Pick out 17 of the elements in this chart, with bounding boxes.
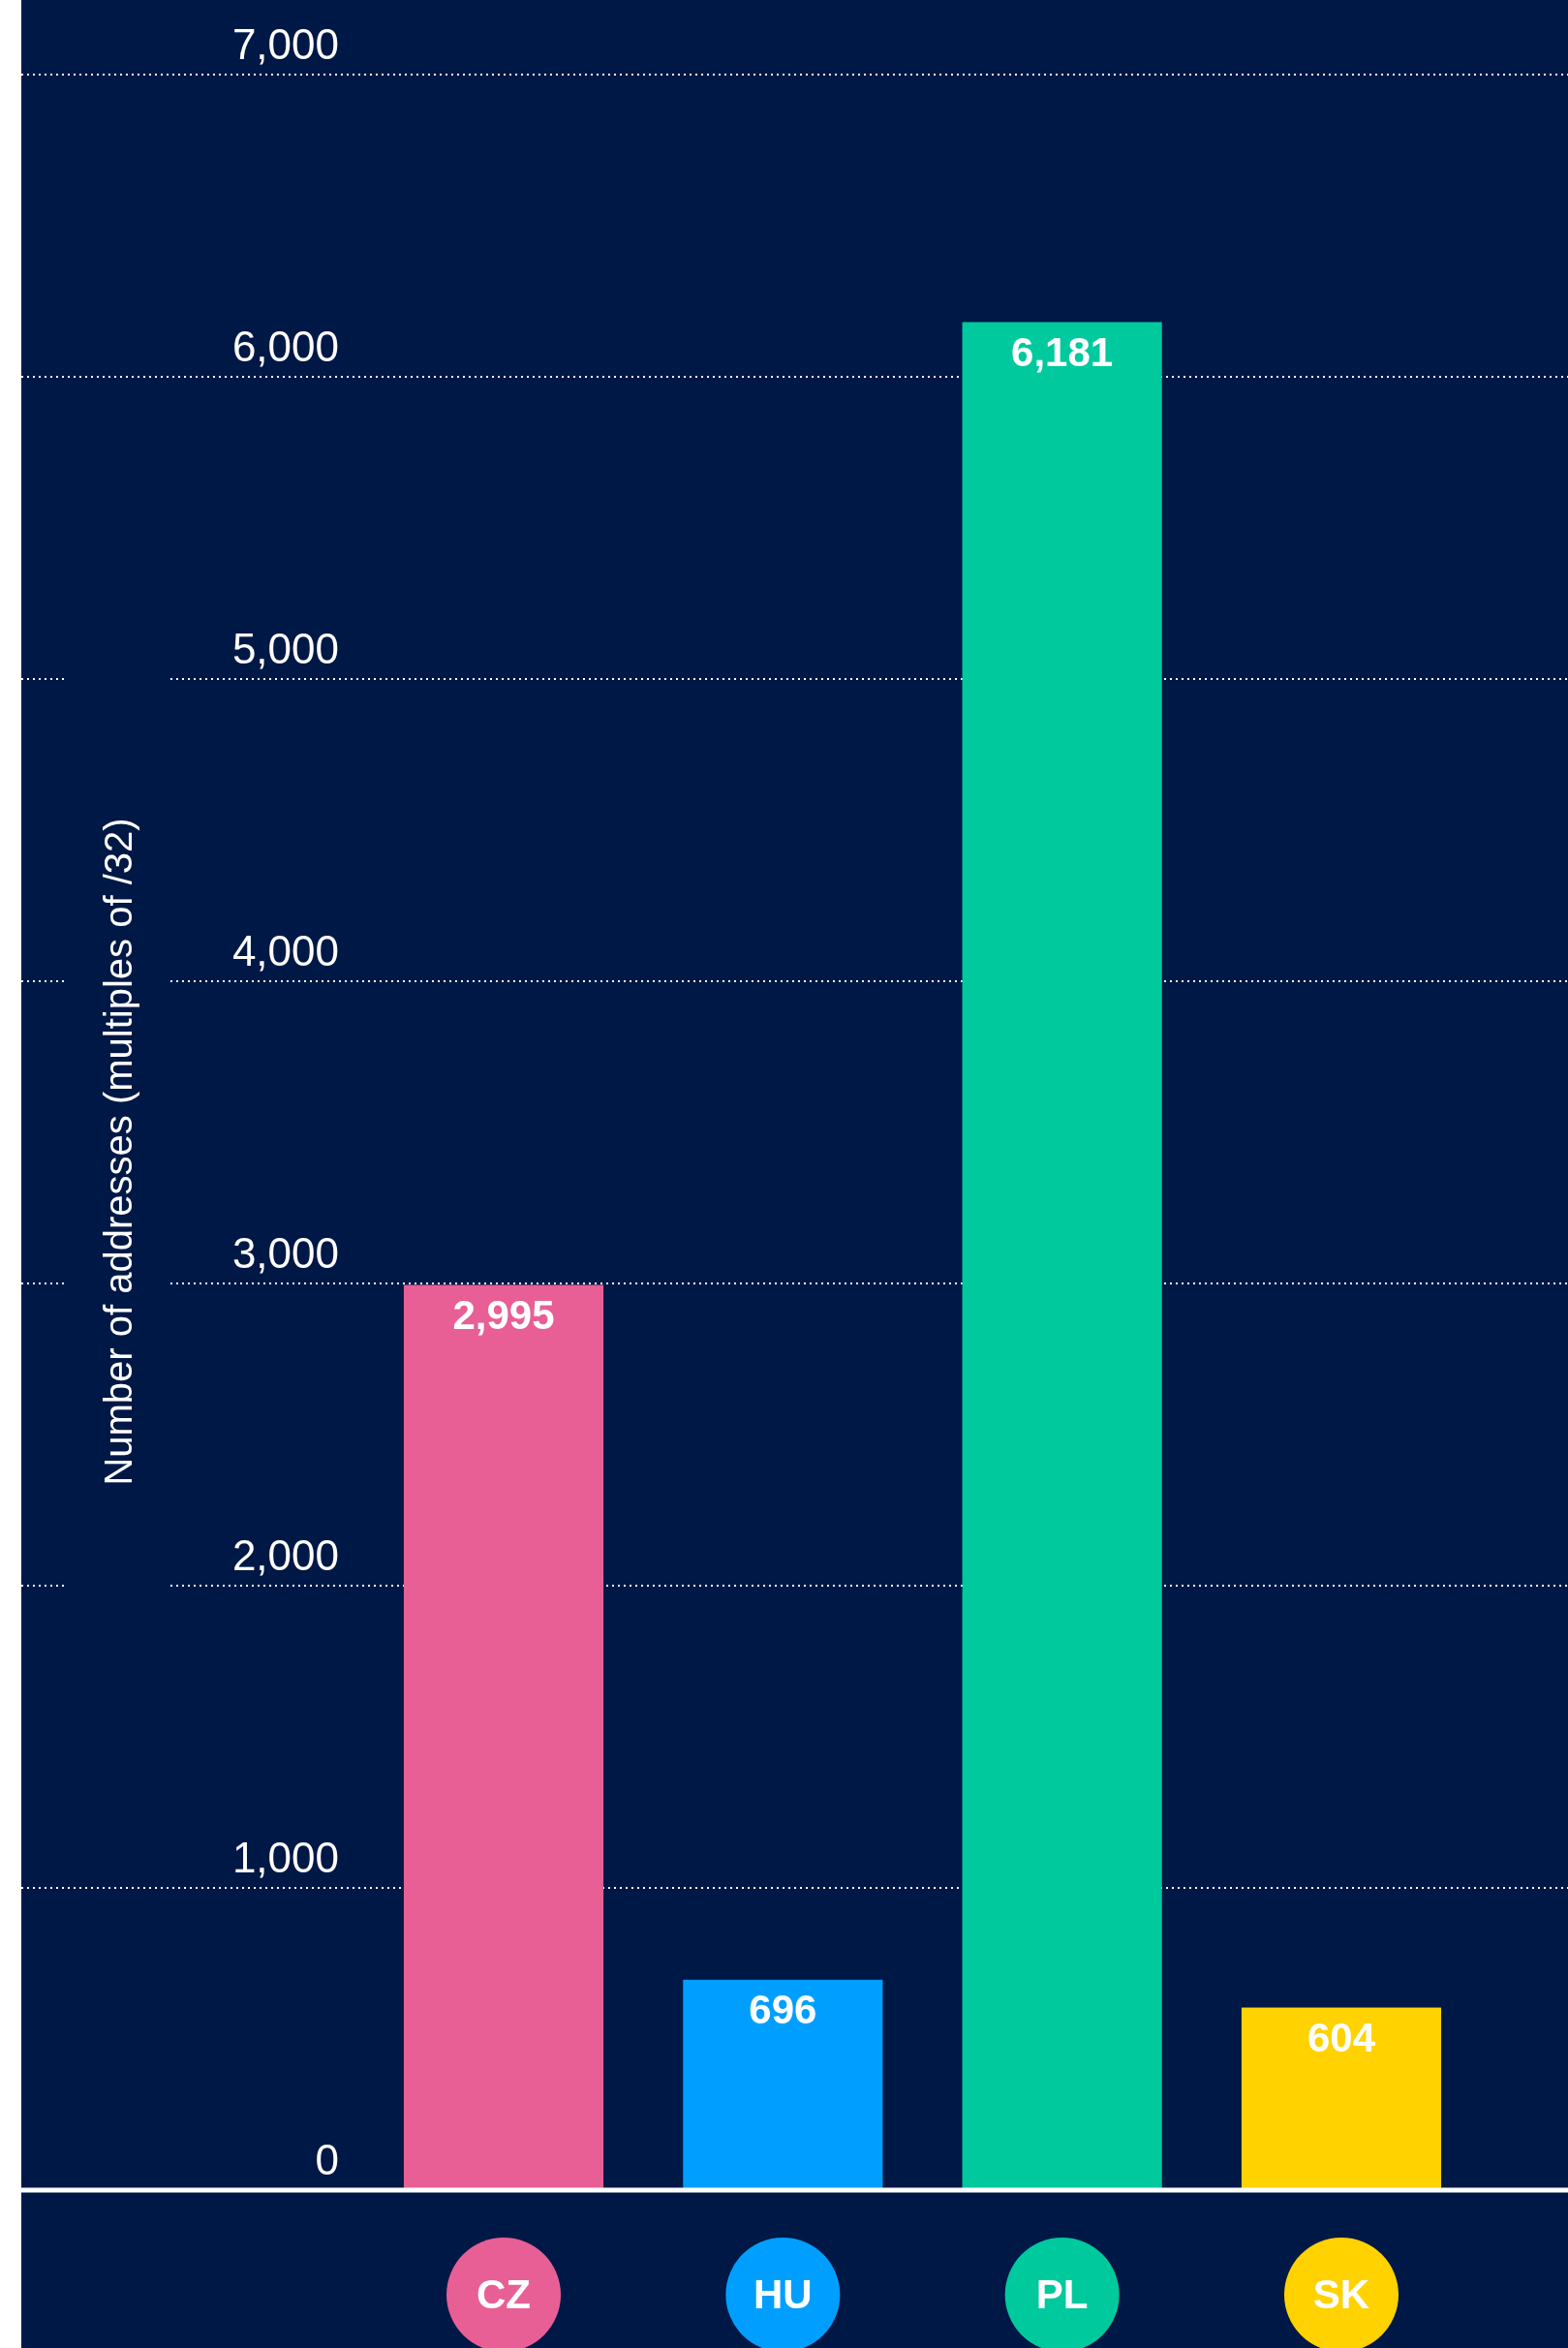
data-label: 696 — [749, 1986, 817, 2032]
y-tick-label: 0 — [315, 2136, 339, 2183]
y-tick-label: 2,000 — [231, 1531, 339, 1579]
y-tick-label: 7,000 — [231, 20, 339, 68]
y-tick-label: 4,000 — [231, 927, 339, 974]
y-tick-label: 1,000 — [231, 1834, 339, 1881]
y-tick-label: 3,000 — [231, 1229, 339, 1277]
y-axis-title: Number of addresses (multiples of /32) — [97, 818, 139, 1486]
x-tick-label: SK — [1312, 2271, 1370, 2317]
data-label: 604 — [1307, 2014, 1376, 2060]
y-tick-label: 6,000 — [231, 323, 339, 370]
data-label: 6,181 — [1011, 328, 1114, 375]
data-label: 2,995 — [452, 1291, 555, 1338]
x-tick-label: HU — [753, 2271, 813, 2317]
x-tick-label: CZ — [477, 2271, 532, 2317]
y-tick-label: 5,000 — [231, 625, 339, 672]
x-tick-label: PL — [1035, 2271, 1089, 2317]
